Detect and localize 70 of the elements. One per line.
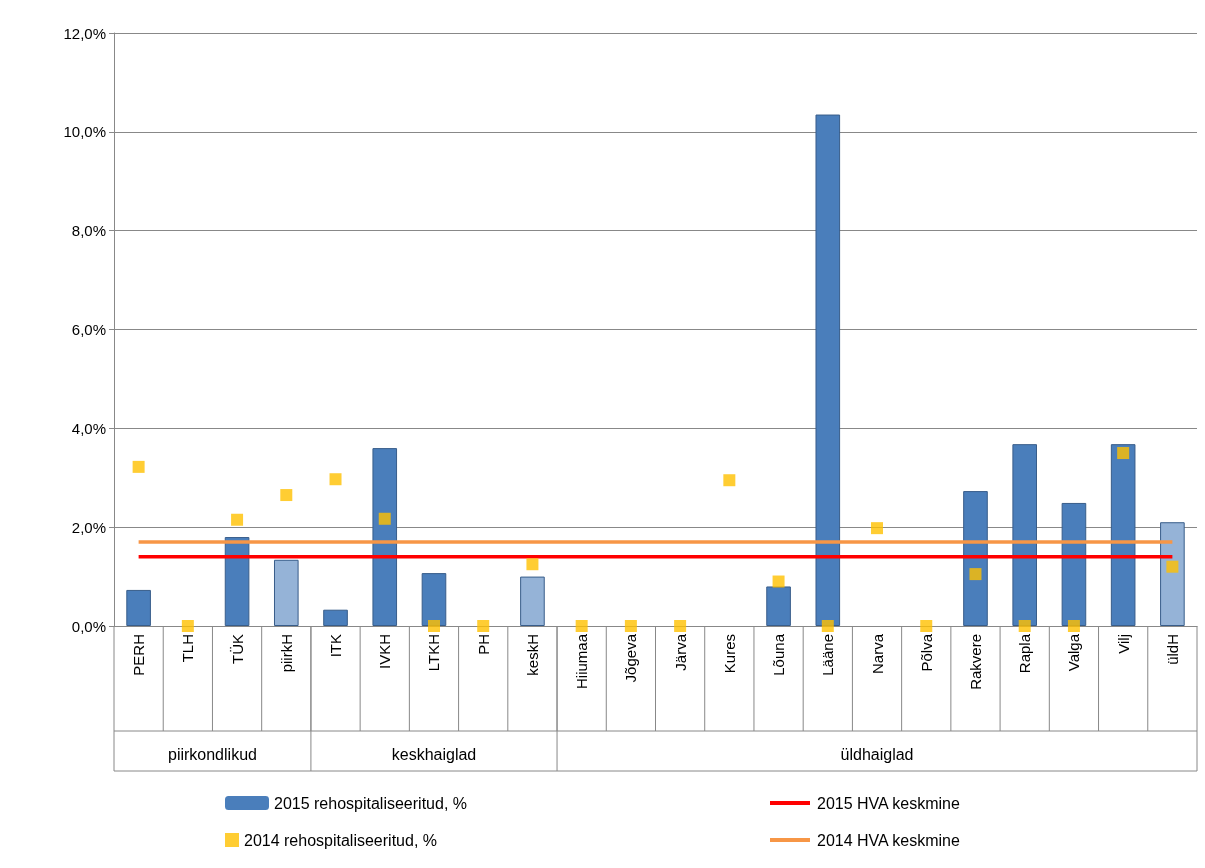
point [674,620,687,632]
bar [1012,444,1038,626]
bar [1061,502,1087,626]
point [1117,447,1130,460]
point [231,513,244,526]
x-tick-label: PERH [130,634,148,676]
point [1018,620,1031,632]
bar [372,448,398,626]
bar [815,114,841,626]
x-tick-label: Põlva [917,633,935,672]
y-tick-label: 0,0% [71,617,106,635]
x-tick-label: IVKH [376,634,394,670]
x-tick-label: TLH [179,634,197,663]
point [378,512,391,525]
point [132,460,145,473]
point [920,620,933,632]
bar [323,609,348,626]
x-tick-label: Hiiumaa [573,633,591,690]
x-tick-label: Kures [720,634,738,674]
x-tick-label: Vilj [1114,634,1132,654]
x-tick-label: üldH [1163,634,1181,665]
x-tick-label: piirkH [277,634,295,673]
x-tick-label: Rapla [1016,633,1034,674]
legend-label: 2015 rehospitaliseeritud, % [274,794,468,812]
bar [1160,522,1185,626]
point [526,558,539,571]
point [624,620,637,632]
y-tick-label: 4,0% [71,419,106,437]
y-tick-label: 10,0% [63,123,106,141]
x-tick-label: Jõgeva [622,633,640,683]
x-tick-label: Valga [1065,633,1083,672]
x-tick-label: Narva [868,633,886,675]
point [821,620,834,632]
point [1067,620,1080,632]
text: keskhaiglad [391,745,477,763]
legend-label: 2015 HVA keskmine [817,794,960,812]
x-tick-label: TÜK [228,634,246,664]
x-tick-label: Lõuna [770,633,788,676]
legend-label: 2014 rehospitaliseeritud, % [244,831,438,849]
y-tick-label: 6,0% [71,321,106,338]
point [723,474,736,487]
y-tick-label: 12,0% [63,24,106,42]
text: üldhaiglad [840,745,914,763]
point [329,473,342,486]
x-tick-label: Järva [671,633,689,671]
bar [766,586,791,626]
x-tick-label: PH [474,634,492,655]
x-tick-label: LTKH [425,634,443,672]
bar [1110,444,1136,626]
point [280,489,293,502]
point [477,620,490,632]
point [1166,560,1179,573]
bar [273,559,299,626]
y-tick-label: 8,0% [71,222,106,240]
x-tick-label: keskH [523,634,541,676]
x-tick-label: ITK [327,634,345,658]
point [969,568,982,581]
x-tick-label: Rakvere [966,634,984,690]
point [181,620,194,632]
bar [520,576,545,626]
y-tick-label: 2,0% [71,518,106,536]
point [575,620,588,632]
point [427,620,440,632]
x-tick-label: Lääne [819,634,837,676]
text: piirkondlikud [167,745,257,763]
point [772,575,785,588]
bar [421,573,447,626]
point [871,522,884,535]
legend-label: 2014 HVA keskmine [817,831,960,849]
bar [126,589,151,626]
